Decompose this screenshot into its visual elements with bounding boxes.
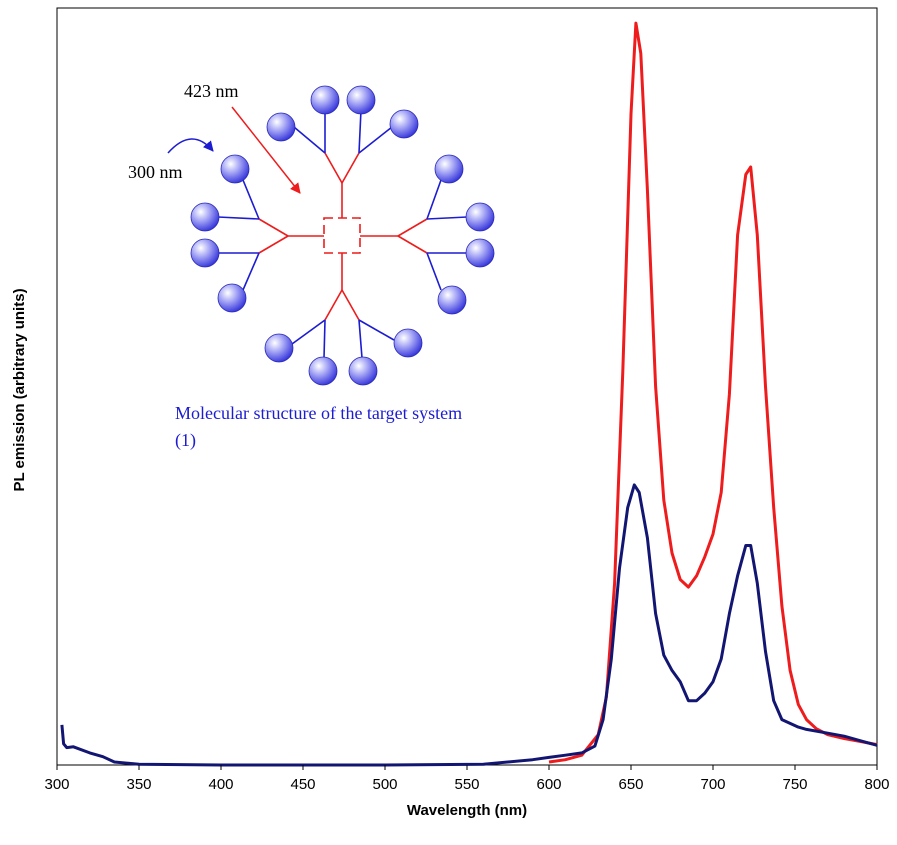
chromophore-sphere	[220, 154, 250, 184]
x-tick-label: 750	[782, 776, 807, 793]
series-line-2	[60, 483, 878, 767]
x-tick-label: 550	[454, 776, 479, 793]
chromophore-sphere	[437, 285, 467, 315]
x-axis-ticks: 300 350 400 450 500 550 600 650 700 750 800	[44, 765, 890, 793]
chromophore-sphere	[389, 109, 419, 139]
chromophore-sphere	[264, 333, 294, 363]
annotation-423nm: 423 nm	[184, 81, 239, 101]
chromophore-sphere	[346, 85, 376, 115]
chromophore-sphere	[393, 328, 423, 358]
plot-area-frame	[56, 7, 878, 766]
x-tick-label: 450	[290, 776, 315, 793]
series-line-1	[548, 21, 878, 764]
porphyrin-core	[323, 217, 361, 254]
chromophore-sphere	[308, 356, 338, 386]
chromophore-sphere	[266, 112, 296, 142]
x-tick-label: 650	[618, 776, 643, 793]
x-axis-title: Wavelength (nm)	[407, 802, 527, 819]
y-axis-title: PL emission (arbitrary units)	[11, 288, 28, 491]
x-tick-label: 500	[372, 776, 397, 793]
excitation-arrow-423nm	[231, 106, 301, 194]
chromophore-sphere	[190, 202, 220, 232]
excitation-arrow-300nm	[167, 138, 214, 154]
core-linkers	[258, 152, 428, 321]
chromophore-sphere	[465, 238, 495, 268]
chromophore-spheres	[190, 85, 495, 386]
chromophore-sphere	[217, 283, 247, 313]
chromophore-sphere	[465, 202, 495, 232]
chromophore-sphere	[434, 154, 464, 184]
x-tick-label: 700	[700, 776, 725, 793]
x-tick-label: 300	[44, 776, 69, 793]
series-layer	[60, 21, 878, 767]
chromophore-sphere	[348, 356, 378, 386]
x-tick-label: 350	[126, 776, 151, 793]
x-tick-label: 400	[208, 776, 233, 793]
chromophore-sphere	[310, 85, 340, 115]
inset-caption-line1: Molecular structure of the target system	[175, 403, 462, 423]
annotation-300nm: 300 nm	[128, 162, 183, 182]
dendrimer-structure-inset: 423 nm 300 nm Molecular structure of the…	[128, 81, 495, 451]
inset-caption-line2: (1)	[175, 430, 196, 451]
x-tick-label: 800	[864, 776, 889, 793]
dendron-branches	[217, 109, 468, 359]
chromophore-sphere	[190, 238, 220, 268]
x-tick-label: 600	[536, 776, 561, 793]
